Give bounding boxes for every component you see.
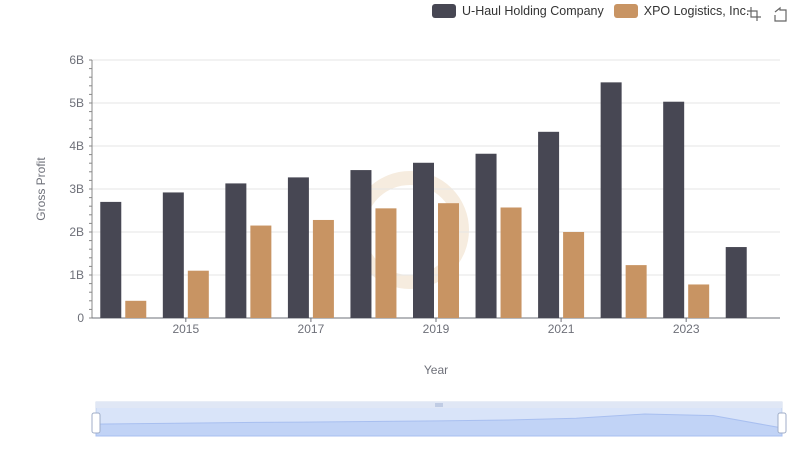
y-tick-label: 2B — [69, 225, 84, 239]
bar-uhaul-2018 — [350, 170, 372, 318]
bar-xpo-2020 — [500, 207, 522, 318]
legend-swatch-uhaul — [432, 4, 456, 18]
restore-icon[interactable] — [772, 6, 788, 22]
bar-xpo-2015 — [187, 270, 209, 318]
x-tick-label: 2015 — [172, 322, 199, 336]
y-tick-label: 6B — [69, 53, 84, 67]
bar-uhaul-2015 — [162, 192, 184, 318]
y-tick-label: 0 — [77, 311, 84, 325]
zoom-select-icon[interactable] — [746, 6, 762, 22]
bar-uhaul-2023 — [663, 101, 685, 319]
bar-uhaul-2024 — [725, 247, 747, 318]
bar-uhaul-2021 — [538, 131, 560, 318]
bar-uhaul-2014 — [100, 201, 122, 318]
bar-xpo-2023 — [688, 284, 710, 318]
bar-uhaul-2020 — [475, 153, 497, 318]
legend-swatch-xpo — [613, 4, 638, 18]
datazoom-preview — [95, 413, 783, 437]
bar-xpo-2016 — [250, 225, 272, 318]
bar-xpo-2014 — [125, 300, 147, 318]
legend-item-uhaul[interactable]: U-Haul Holding Company — [432, 4, 604, 18]
legend-label-xpo: XPO Logistics, Inc. — [643, 4, 750, 18]
bar-xpo-2021 — [563, 232, 585, 318]
legend: U-Haul Holding Company XPO Logistics, In… — [432, 4, 759, 18]
datazoom-handle-left — [91, 412, 101, 434]
datazoom-selection — [96, 408, 782, 436]
bar-xpo-2017 — [312, 219, 334, 318]
legend-label-uhaul: U-Haul Holding Company — [462, 4, 604, 18]
y-tick-label: 1B — [69, 268, 84, 282]
y-tick-label: 3B — [69, 182, 84, 196]
bar-uhaul-2017 — [287, 177, 309, 318]
datazoom-handle-right — [777, 412, 787, 434]
y-axis-title: Gross Profit — [34, 157, 48, 221]
x-tick-label: 2017 — [298, 322, 325, 336]
toolbox — [746, 6, 798, 22]
x-axis-title: Year — [424, 363, 448, 377]
bar-xpo-2022 — [625, 265, 647, 318]
x-tick-label: 2021 — [548, 322, 575, 336]
y-tick-label: 4B — [69, 139, 84, 153]
x-tick-label: 2023 — [673, 322, 700, 336]
x-tick-label: 2019 — [423, 322, 450, 336]
datazoom-grip — [435, 403, 443, 407]
bar-uhaul-2019 — [413, 162, 434, 318]
bar-xpo-2018 — [375, 208, 397, 318]
bar-uhaul-2016 — [225, 183, 247, 318]
bar-uhaul-2022 — [600, 82, 622, 318]
bar-xpo-2019 — [438, 203, 459, 318]
legend-item-xpo[interactable]: XPO Logistics, Inc. — [613, 4, 750, 18]
y-tick-label: 5B — [69, 96, 84, 110]
